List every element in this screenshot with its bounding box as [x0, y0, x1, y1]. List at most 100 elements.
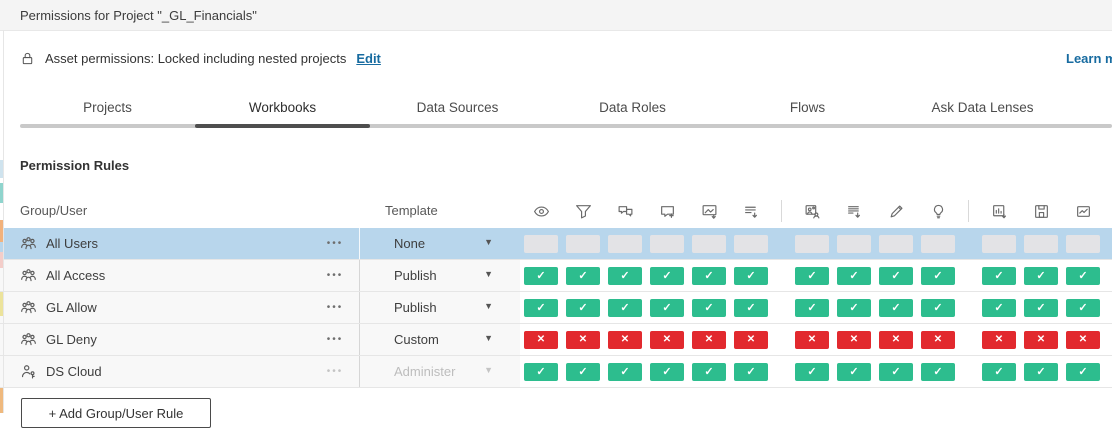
learn-more-link[interactable]: Learn more — [1066, 51, 1112, 66]
tab-workbooks[interactable]: Workbooks — [248, 100, 317, 115]
permission-rule-row[interactable]: All Users ••• None ▼ — [0, 228, 1112, 260]
cell-create-refresh-metrics[interactable]: ✓ — [1066, 298, 1100, 317]
tab-data-roles[interactable]: Data Roles — [599, 100, 666, 115]
cell-filter[interactable]: ✓ — [566, 266, 600, 285]
cell-download-image-pdf[interactable]: ✓ — [692, 266, 726, 285]
cell-view[interactable]: ✓ — [524, 266, 558, 285]
cell-share-customized[interactable]: ✕ — [795, 330, 829, 349]
cell-view[interactable] — [524, 234, 558, 253]
template-dropdown[interactable]: Publish ▼ — [359, 260, 521, 291]
cell-download-image-pdf[interactable]: ✕ — [692, 330, 726, 349]
cell-web-edit[interactable]: ✓ — [879, 266, 913, 285]
overwrite-icon — [1020, 203, 1062, 220]
cell-filter[interactable]: ✓ — [566, 298, 600, 317]
cell-overwrite[interactable]: ✓ — [1024, 266, 1058, 285]
cell-download-full-data[interactable]: ✓ — [837, 266, 871, 285]
cell-download-summary-data[interactable]: ✓ — [734, 266, 768, 285]
row-actions-menu-button[interactable]: ••• — [326, 270, 344, 281]
cell-download-image-pdf[interactable] — [692, 234, 726, 253]
cell-download-image-pdf[interactable]: ✓ — [692, 298, 726, 317]
row-actions-menu-button[interactable]: ••• — [326, 302, 344, 313]
cell-view[interactable]: ✓ — [524, 298, 558, 317]
cell-filter[interactable] — [566, 234, 600, 253]
group-icon — [20, 331, 37, 348]
cell-share-customized[interactable]: ✓ — [795, 266, 829, 285]
column-group-divider — [968, 297, 969, 319]
tab-flows[interactable]: Flows — [789, 100, 826, 115]
row-actions-menu-button[interactable]: ••• — [326, 366, 344, 377]
cell-view-comments[interactable]: ✓ — [608, 266, 642, 285]
cell-download-summary-data[interactable] — [734, 234, 768, 253]
cell-download-workbook[interactable]: ✓ — [982, 298, 1016, 317]
capability-group-3 — [978, 203, 1104, 220]
cell-share-customized[interactable]: ✓ — [795, 362, 829, 381]
cell-download-image-pdf[interactable]: ✓ — [692, 362, 726, 381]
tab-ask-data-lenses[interactable]: Ask Data Lenses — [931, 100, 1034, 115]
cell-download-summary-data[interactable]: ✓ — [734, 298, 768, 317]
cell-create-refresh-metrics[interactable]: ✕ — [1066, 330, 1100, 349]
permission-rule-row[interactable]: All Access ••• Publish ▼ ✓ ✓ ✓ ✓ ✓ ✓ ✓ ✓ ✓ ✓ ✓ ✓ ✓ — [0, 260, 1112, 292]
cell-create-refresh-metrics[interactable]: ✓ — [1066, 266, 1100, 285]
cell-download-workbook[interactable]: ✓ — [982, 362, 1016, 381]
edit-asset-permissions-link[interactable]: Edit — [356, 50, 381, 66]
add-group-user-rule-button[interactable]: + Add Group/User Rule — [21, 398, 211, 428]
cell-create-refresh-metrics[interactable] — [1066, 234, 1100, 253]
cell-view[interactable]: ✓ — [524, 362, 558, 381]
cell-download-full-data[interactable]: ✓ — [837, 362, 871, 381]
cell-web-edit[interactable]: ✓ — [879, 362, 913, 381]
cell-share-customized[interactable]: ✓ — [795, 298, 829, 317]
column-group-divider — [968, 265, 969, 287]
cell-add-comments[interactable]: ✕ — [650, 330, 684, 349]
permission-rule-row[interactable]: DS Cloud ••• Administer ▼ ✓ ✓ ✓ ✓ ✓ ✓ ✓ ✓ ✓ ✓ ✓ ✓ ✓ — [0, 356, 1112, 388]
cell-web-edit[interactable] — [879, 234, 913, 253]
cell-create-refresh-metrics[interactable]: ✓ — [1066, 362, 1100, 381]
cell-web-edit[interactable]: ✓ — [879, 298, 913, 317]
cell-download-full-data[interactable]: ✓ — [837, 298, 871, 317]
cell-overwrite[interactable] — [1024, 234, 1058, 253]
cell-filter[interactable]: ✓ — [566, 362, 600, 381]
chevron-down-icon: ▼ — [484, 333, 493, 343]
row-actions-menu-button[interactable]: ••• — [326, 334, 344, 345]
cell-add-comments[interactable]: ✓ — [650, 266, 684, 285]
cell-download-workbook[interactable] — [982, 234, 1016, 253]
cell-view[interactable]: ✕ — [524, 330, 558, 349]
row-actions-menu-button[interactable]: ••• — [326, 238, 344, 249]
cell-add-comments[interactable]: ✓ — [650, 362, 684, 381]
share-customized-icon — [791, 203, 833, 220]
cell-download-full-data[interactable]: ✕ — [837, 330, 871, 349]
cell-run-explain-data[interactable]: ✓ — [921, 266, 955, 285]
cell-download-summary-data[interactable]: ✕ — [734, 330, 768, 349]
cell-add-comments[interactable]: ✓ — [650, 298, 684, 317]
permission-rule-row[interactable]: GL Deny ••• Custom ▼ ✕ ✕ ✕ ✕ ✕ ✕ ✕ ✕ ✕ ✕ ✕ ✕ ✕ — [0, 324, 1112, 356]
cell-run-explain-data[interactable]: ✓ — [921, 362, 955, 381]
tab-projects[interactable]: Projects — [83, 100, 132, 115]
cell-overwrite[interactable]: ✕ — [1024, 330, 1058, 349]
template-dropdown[interactable]: Publish ▼ — [359, 292, 521, 323]
tab-data-sources[interactable]: Data Sources — [416, 100, 499, 115]
permission-rule-row[interactable]: GL Allow ••• Publish ▼ ✓ ✓ ✓ ✓ ✓ ✓ ✓ ✓ ✓ ✓ ✓ ✓ ✓ — [0, 292, 1112, 324]
capability-group-2: ✓ ✓ ✓ ✓ — [791, 266, 959, 285]
group-user-name: All Users — [46, 236, 99, 251]
cell-view-comments[interactable]: ✕ — [608, 330, 642, 349]
capability-cells: ✓ ✓ ✓ ✓ ✓ ✓ ✓ ✓ ✓ ✓ ✓ ✓ ✓ — [520, 260, 1112, 291]
template-dropdown[interactable]: None ▼ — [359, 228, 521, 259]
cell-add-comments[interactable] — [650, 234, 684, 253]
cell-view-comments[interactable] — [608, 234, 642, 253]
cell-run-explain-data[interactable] — [921, 234, 955, 253]
cell-overwrite[interactable]: ✓ — [1024, 362, 1058, 381]
cell-overwrite[interactable]: ✓ — [1024, 298, 1058, 317]
cell-view-comments[interactable]: ✓ — [608, 362, 642, 381]
cell-share-customized[interactable] — [795, 234, 829, 253]
cell-download-workbook[interactable]: ✕ — [982, 330, 1016, 349]
cell-run-explain-data[interactable]: ✕ — [921, 330, 955, 349]
cell-web-edit[interactable]: ✕ — [879, 330, 913, 349]
cell-download-summary-data[interactable]: ✓ — [734, 362, 768, 381]
cell-download-workbook[interactable]: ✓ — [982, 266, 1016, 285]
template-dropdown[interactable]: Custom ▼ — [359, 324, 521, 355]
cell-run-explain-data[interactable]: ✓ — [921, 298, 955, 317]
cell-view-comments[interactable]: ✓ — [608, 298, 642, 317]
cell-filter[interactable]: ✕ — [566, 330, 600, 349]
group-user-name: All Access — [46, 268, 106, 283]
cell-download-full-data[interactable] — [837, 234, 871, 253]
lock-icon — [20, 51, 35, 66]
